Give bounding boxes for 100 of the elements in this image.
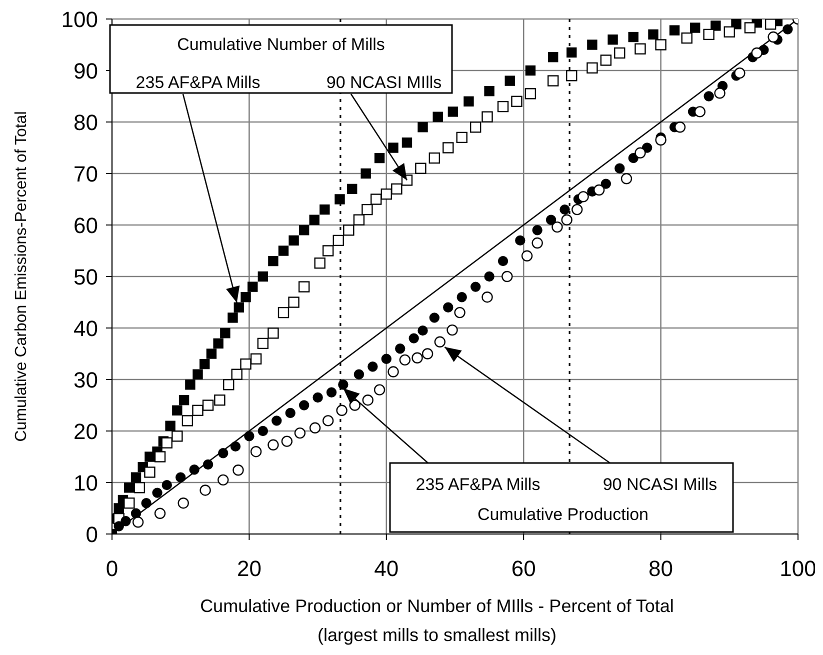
point <box>412 352 423 364</box>
point <box>525 65 536 76</box>
point <box>218 474 229 486</box>
point <box>231 368 242 380</box>
point <box>464 96 474 106</box>
point <box>524 88 536 100</box>
point <box>600 54 612 66</box>
x-tick-label: 80 <box>648 556 674 581</box>
point <box>338 380 348 390</box>
point <box>172 430 183 442</box>
point <box>162 480 172 490</box>
x-tick-label: 60 <box>511 556 536 581</box>
point <box>655 39 666 50</box>
point <box>332 234 344 246</box>
point <box>484 86 494 96</box>
point <box>176 472 186 482</box>
point <box>258 271 268 282</box>
y-tick-label: 100 <box>61 7 98 32</box>
point <box>298 400 310 410</box>
point <box>362 394 374 406</box>
point <box>172 405 182 416</box>
point <box>448 106 458 117</box>
point <box>343 224 354 236</box>
point <box>608 34 618 45</box>
point <box>278 306 290 318</box>
point <box>634 43 646 54</box>
point <box>178 395 190 406</box>
point <box>178 498 189 509</box>
point <box>368 362 378 372</box>
point <box>288 235 299 246</box>
point <box>314 258 326 269</box>
point <box>288 296 300 308</box>
point <box>443 302 454 312</box>
point <box>432 112 443 122</box>
point <box>399 354 411 366</box>
point <box>418 325 428 336</box>
point <box>250 353 262 364</box>
point <box>704 91 714 102</box>
point <box>434 336 446 348</box>
point <box>312 392 323 403</box>
point <box>370 194 382 205</box>
x-tick-label: 20 <box>236 556 262 581</box>
y-tick-label: 50 <box>74 264 98 290</box>
point <box>391 183 402 195</box>
point <box>268 439 279 451</box>
point <box>710 20 721 31</box>
point <box>586 62 598 74</box>
point <box>593 184 605 196</box>
point <box>200 358 210 370</box>
point <box>578 191 589 202</box>
point <box>600 178 612 189</box>
point <box>232 464 244 476</box>
y-tick-label: 80 <box>74 110 98 135</box>
point <box>309 422 321 434</box>
point <box>511 96 522 107</box>
point <box>456 132 468 144</box>
point <box>482 292 493 303</box>
point <box>200 484 211 496</box>
y-tick-label: 40 <box>74 316 98 341</box>
point <box>250 446 262 458</box>
point <box>192 369 203 380</box>
point <box>322 415 334 426</box>
point <box>220 328 230 338</box>
point <box>408 333 419 344</box>
point <box>782 24 793 34</box>
x-axis-title: Cumulative Production or Number of MIlls - Percent of Total (largest mills to smallest mills) <box>200 596 674 645</box>
point <box>681 32 692 44</box>
point <box>213 338 224 349</box>
point <box>655 134 666 146</box>
point <box>326 387 337 398</box>
point <box>144 466 156 478</box>
point <box>268 256 278 266</box>
y-tick-label: 30 <box>74 368 98 392</box>
point <box>189 464 200 475</box>
y-tick-label: 20 <box>74 419 98 444</box>
point <box>124 482 134 493</box>
y-axis-title: Cumulative Carbon Emissions-Percent of Total <box>13 111 30 442</box>
y-tick-label: 60 <box>74 213 98 238</box>
point <box>560 204 570 215</box>
x-tick-label: 40 <box>374 556 399 581</box>
point <box>515 235 526 246</box>
point <box>724 26 735 38</box>
point <box>182 415 194 426</box>
point <box>240 358 252 370</box>
point <box>428 152 440 164</box>
point <box>202 400 214 411</box>
point <box>521 250 533 262</box>
point <box>498 256 508 266</box>
point <box>454 306 466 318</box>
point <box>751 47 762 59</box>
point <box>268 328 279 339</box>
point <box>298 281 310 292</box>
point <box>628 32 638 42</box>
point <box>484 271 494 282</box>
point <box>502 270 513 282</box>
point <box>234 302 244 312</box>
y-tick-label: 0 <box>86 522 98 547</box>
point <box>206 348 217 359</box>
point <box>703 28 714 40</box>
point <box>614 163 625 174</box>
